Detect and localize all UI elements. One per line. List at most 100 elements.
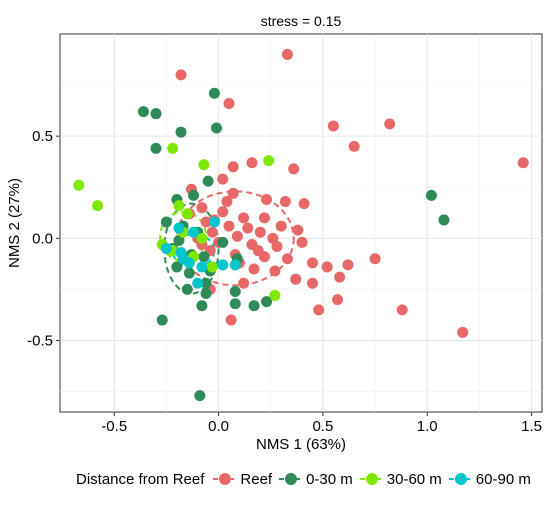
data-point bbox=[200, 216, 212, 228]
data-point bbox=[279, 196, 291, 208]
axis-ticks: -0.5 0.0 0.5 1.0 1.5 -0.5 0.0 0.5 bbox=[27, 128, 542, 435]
data-point bbox=[92, 200, 104, 212]
data-point bbox=[321, 261, 333, 273]
data-point bbox=[267, 232, 279, 244]
data-point bbox=[175, 69, 187, 81]
data-point bbox=[263, 155, 275, 167]
data-point bbox=[196, 202, 208, 214]
data-point bbox=[175, 126, 187, 138]
data-point bbox=[188, 226, 200, 238]
data-point bbox=[217, 259, 229, 271]
data-point bbox=[188, 189, 200, 201]
data-point bbox=[150, 108, 162, 120]
data-point bbox=[332, 294, 344, 306]
data-point bbox=[290, 273, 302, 285]
x-tick-label: 1.5 bbox=[521, 418, 542, 435]
data-point bbox=[181, 283, 193, 295]
data-point bbox=[261, 296, 273, 308]
data-point bbox=[173, 234, 185, 246]
chart-title: stress = 0.15 bbox=[261, 13, 342, 29]
data-point bbox=[196, 232, 208, 244]
legend-item: 30-60 m bbox=[359, 468, 442, 490]
plot-panel bbox=[59, 33, 543, 413]
data-point bbox=[229, 298, 241, 310]
x-tick-label: -0.5 bbox=[101, 418, 127, 435]
legend: Distance from Reef Reef 0-30 m 30-60 m 60-9… bbox=[76, 466, 537, 492]
data-point bbox=[192, 277, 204, 289]
data-point bbox=[254, 226, 266, 238]
x-tick-label: 1.0 bbox=[417, 418, 438, 435]
data-point bbox=[73, 179, 85, 191]
data-point bbox=[206, 261, 218, 273]
y-tick-label: 0.5 bbox=[32, 128, 53, 145]
x-tick-label: 0.0 bbox=[208, 418, 229, 435]
data-point bbox=[238, 212, 250, 224]
data-point bbox=[150, 142, 162, 154]
data-point bbox=[269, 265, 281, 277]
data-point bbox=[173, 222, 185, 234]
data-point bbox=[229, 285, 241, 297]
data-point bbox=[252, 245, 264, 257]
data-point bbox=[296, 236, 308, 248]
data-point bbox=[261, 194, 273, 206]
y-tick-label: 0.0 bbox=[32, 230, 53, 247]
data-point bbox=[167, 142, 179, 154]
data-point bbox=[313, 304, 325, 316]
legend-item: 0-30 m bbox=[278, 468, 353, 490]
data-point bbox=[517, 157, 529, 169]
data-point bbox=[200, 277, 212, 289]
data-point bbox=[396, 304, 408, 316]
data-point bbox=[327, 120, 339, 132]
data-point bbox=[342, 259, 354, 271]
data-point bbox=[223, 97, 235, 109]
data-point bbox=[177, 253, 189, 265]
data-point bbox=[298, 198, 310, 210]
data-point bbox=[171, 261, 183, 273]
data-point bbox=[281, 253, 293, 265]
legend-item: 60-90 m bbox=[448, 468, 531, 490]
data-point bbox=[306, 257, 318, 269]
data-point bbox=[246, 157, 258, 169]
legend-key bbox=[213, 473, 238, 485]
y-axis-label: NMS 2 (27%) bbox=[6, 178, 23, 268]
data-point bbox=[221, 196, 233, 208]
x-tick-label: 0.5 bbox=[312, 418, 333, 435]
data-point bbox=[217, 206, 229, 218]
data-point bbox=[227, 187, 239, 199]
data-point bbox=[156, 314, 168, 326]
grid-lines bbox=[60, 34, 542, 412]
data-point bbox=[200, 287, 212, 299]
legend-key bbox=[359, 473, 384, 485]
data-point bbox=[202, 175, 214, 187]
data-point bbox=[181, 208, 193, 220]
data-point bbox=[384, 118, 396, 130]
data-point bbox=[208, 87, 220, 99]
data-point bbox=[231, 230, 243, 242]
data-point bbox=[229, 259, 241, 271]
data-point bbox=[271, 240, 283, 252]
legend-label: 0-30 m bbox=[306, 470, 353, 488]
y-tick-label: -0.5 bbox=[27, 332, 53, 349]
data-point bbox=[334, 271, 346, 283]
data-point bbox=[438, 214, 450, 226]
data-point bbox=[183, 267, 195, 279]
legend-label: 60-90 m bbox=[475, 470, 531, 488]
legend-label: 30-60 m bbox=[386, 470, 442, 488]
data-point bbox=[281, 48, 293, 60]
data-point bbox=[194, 390, 206, 402]
data-point bbox=[275, 220, 287, 232]
data-point bbox=[196, 261, 208, 273]
data-point bbox=[217, 173, 229, 185]
data-point bbox=[258, 212, 270, 224]
data-point bbox=[223, 220, 235, 232]
data-point bbox=[210, 122, 222, 134]
legend-title: Distance from Reef bbox=[76, 470, 205, 488]
data-point bbox=[137, 106, 149, 118]
data-point bbox=[173, 200, 185, 212]
data-point bbox=[196, 300, 208, 312]
data-point bbox=[425, 189, 437, 201]
data-point bbox=[198, 251, 210, 263]
legend-key bbox=[448, 473, 473, 485]
data-point bbox=[269, 290, 281, 302]
